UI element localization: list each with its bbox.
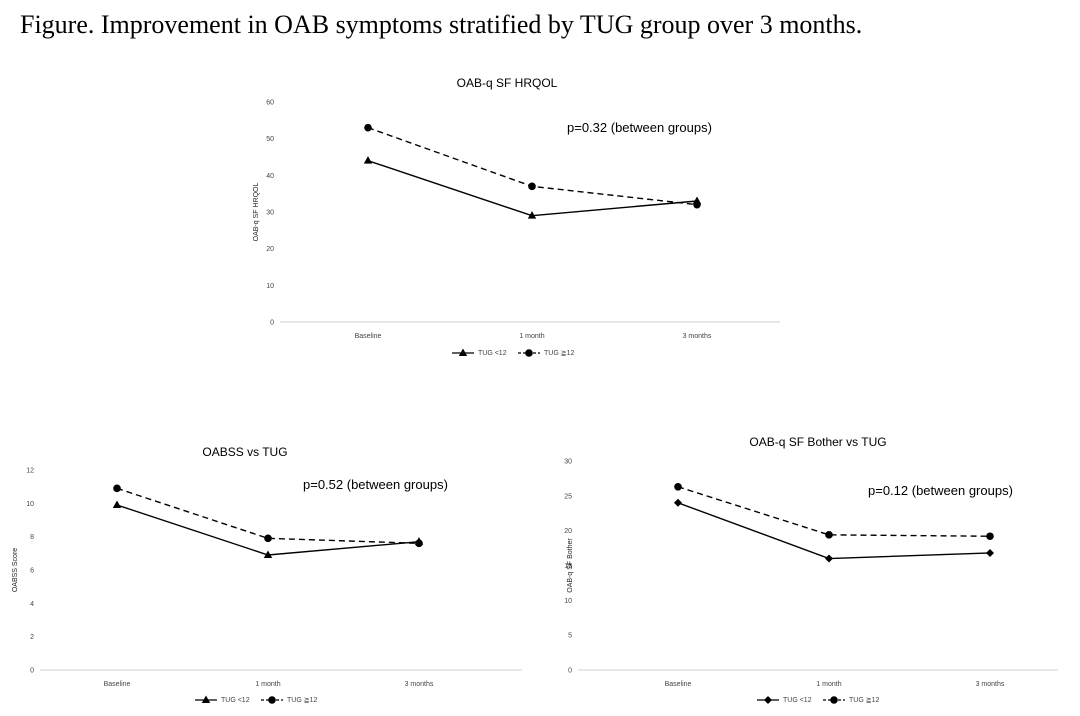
legend-marker [830, 696, 838, 704]
y-tick-label: 5 [568, 633, 572, 640]
legend-entry: TUG <12 [452, 348, 507, 357]
figure-caption: Figure. Improvement in OAB symptoms stra… [20, 10, 863, 39]
y-tick-label: 30 [266, 210, 274, 217]
y-tick-label: 0 [568, 668, 572, 675]
data-point [693, 200, 701, 209]
legend-marker [525, 349, 533, 357]
data-point [825, 531, 833, 539]
x-tick-label: Baseline [355, 333, 382, 340]
legend-label: TUG ≧12 [849, 697, 879, 704]
legend-marker [764, 696, 772, 704]
x-tick-label: 1 month [816, 681, 841, 688]
x-tick-label: 1 month [519, 333, 544, 340]
y-tick-label: 0 [270, 320, 274, 327]
series-tug-lt-12 [674, 498, 994, 563]
y-tick-label: 6 [30, 568, 34, 575]
chart-title: OAB-q SF Bother vs TUG [749, 435, 886, 449]
legend-entry: TUG ≧12 [518, 349, 574, 357]
y-tick-label: 20 [564, 528, 572, 535]
y-tick-label: 4 [30, 601, 34, 608]
legend-marker [201, 695, 211, 703]
legend-label: TUG <12 [221, 697, 250, 704]
x-tick-label: 3 months [976, 681, 1005, 688]
y-tick-label: 12 [26, 468, 34, 475]
series-tug-ge-12 [674, 482, 994, 541]
y-tick-label: 8 [30, 534, 34, 541]
y-tick-label: 2 [30, 634, 34, 641]
y-tick-label: 15 [564, 563, 572, 570]
p-value-annotation: p=0.12 (between groups) [868, 483, 1013, 498]
legend-marker [458, 348, 468, 356]
legend-entry: TUG ≧12 [823, 696, 879, 704]
y-tick-label: 60 [266, 100, 274, 107]
x-tick-label: Baseline [665, 681, 692, 688]
legend-label: TUG <12 [478, 350, 507, 357]
data-point [364, 123, 372, 132]
data-point [363, 156, 373, 164]
y-tick-label: 30 [564, 459, 572, 466]
data-point [263, 550, 273, 558]
data-point [674, 482, 682, 491]
y-tick-label: 25 [564, 493, 572, 500]
y-tick-label: 10 [26, 501, 34, 508]
data-point [986, 532, 994, 541]
data-point [415, 539, 423, 548]
data-point [527, 211, 537, 219]
legend-entry: TUG <12 [195, 695, 250, 704]
legend-entry: TUG <12 [757, 696, 812, 704]
legend-label: TUG ≧12 [287, 697, 317, 704]
y-tick-label: 40 [266, 173, 274, 180]
legend-marker [268, 696, 276, 704]
y-axis-label: OAB-q SF Bother [567, 538, 574, 593]
series-line [116, 487, 420, 545]
legend-label: TUG <12 [783, 697, 812, 704]
data-point [113, 484, 121, 493]
data-point [986, 548, 994, 557]
series-tug-ge-12 [113, 484, 423, 548]
x-tick-label: 3 months [405, 681, 434, 688]
data-point [825, 554, 833, 563]
x-tick-label: Baseline [104, 681, 131, 688]
series-line [677, 502, 991, 560]
chart-title: OAB-q SF HRQOL [457, 76, 558, 90]
legend-label: TUG ≧12 [544, 350, 574, 357]
data-point [264, 534, 272, 543]
series-line [677, 486, 991, 537]
y-tick-label: 0 [30, 668, 34, 675]
y-tick-label: 50 [266, 136, 274, 143]
y-axis-label: OABSS Score [12, 548, 19, 592]
y-tick-label: 10 [564, 598, 572, 605]
data-point [112, 500, 122, 508]
x-tick-label: 3 months [683, 333, 712, 340]
chart-title: OABSS vs TUG [202, 445, 287, 459]
data-point [674, 498, 682, 507]
legend-entry: TUG ≧12 [261, 696, 317, 704]
x-tick-label: 1 month [255, 681, 280, 688]
p-value-annotation: p=0.52 (between groups) [303, 477, 448, 492]
y-axis-label: OAB-q SF HRQOL [253, 183, 260, 242]
p-value-annotation: p=0.32 (between groups) [567, 120, 712, 135]
y-tick-label: 10 [266, 283, 274, 290]
series-tug-ge-12 [364, 123, 701, 209]
y-tick-label: 20 [266, 246, 274, 253]
data-point [528, 182, 536, 191]
